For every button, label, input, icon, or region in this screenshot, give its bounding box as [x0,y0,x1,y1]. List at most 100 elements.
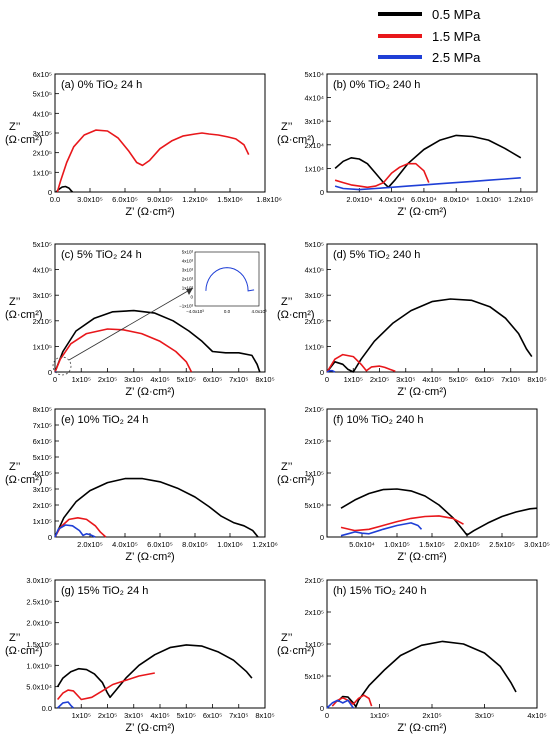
y-tick-label: 1x10⁵ [33,517,52,526]
series-line-b-1 [334,162,430,189]
series-line-c-1 [54,328,193,373]
x-tick-label: 6x10⁵ [203,375,222,384]
panel-title: (f) 10% TiO₂ 240 h [333,414,423,426]
x-tick-label: 1.0x10⁶ [217,540,243,549]
chart-panel-a: 0.0 3.0x10⁵ 6.0x10⁵ 9.0x10⁵ 1.2x10⁶ 1.5x10⁶ 1.… [5,70,282,218]
x-tick-label: 3x10⁵ [475,711,494,720]
y-tick-label: 3x10⁵ [33,129,52,138]
y-tick-label: 2x10⁵ [33,317,52,326]
y-tick-label: 0 [48,533,52,542]
series-line-b-0 [334,134,522,189]
series-line-h-0 [336,640,517,708]
inset-x-tick-label: 0.0 [224,309,231,314]
plot-frame [326,243,538,373]
x-tick-label: 2.0x10⁵ [454,540,480,549]
panel-title: (a) 0% TiO₂ 24 h [61,79,142,91]
x-tick-label: 4.0x10⁴ [379,195,405,204]
y-tick-label: 0 [320,704,324,713]
inset-y-tick-label: 3x10³ [182,268,194,273]
y-tick-label: 3x10⁵ [33,291,52,300]
x-tick-label: 2.0x10⁴ [346,195,372,204]
series-line-a-1 [56,129,250,193]
y-tick-label: 0 [48,368,52,377]
inset-y-tick-label: 4x10³ [182,259,194,264]
x-tick-label: 9.0x10⁵ [147,195,173,204]
x-tick-label: 3.0x10⁵ [77,195,103,204]
x-tick-label: 3x10⁵ [124,375,143,384]
series-line-h-1 [331,694,373,707]
y-tick-label: 2.0x10⁵ [26,619,52,628]
x-tick-label: 3.0x10⁵ [524,540,550,549]
x-tick-label: 0 [53,375,57,384]
x-tick-label: 1.8x10⁶ [256,195,282,204]
x-tick-label: 6.0x10⁴ [411,195,437,204]
y-tick-label: 5x10⁴ [305,672,325,681]
x-tick-label: 8x10⁵ [527,375,546,384]
y-tick-label: 2x10⁵ [33,149,52,158]
y-axis-label: Z’’ (Ω·cm²) [277,296,315,321]
x-tick-label: 2.5x10⁵ [489,540,515,549]
chart-panel-c: 0 1x10⁵ 2x10⁵ 3x10⁵ 4x10⁵ 5x10⁵ 6x10⁵ 7x10⁵ 8x10… [5,240,275,398]
y-tick-label: 6x10⁵ [33,70,52,79]
legend: 0.5 MPa 1.5 MPa 2.5 MPa [378,7,481,65]
x-tick-label: 2x10⁵ [422,711,441,720]
y-tick-label: 2.5x10⁵ [26,597,52,606]
inset-frame [194,251,260,307]
x-tick-label: 6.0x10⁵ [147,540,173,549]
x-tick-label: 5x10⁵ [449,375,468,384]
panels: 0.0 3.0x10⁵ 6.0x10⁵ 9.0x10⁵ 1.2x10⁶ 1.5x10⁶ 1.… [5,70,550,734]
chart-panel-g: 1x10⁵ 2x10⁵ 3x10⁵ 4x10⁵ 5x10⁵ 6x10⁵ 7x10⁵ 8x10⁵… [5,576,275,734]
legend-entry-2: 2.5 MPa [378,50,481,65]
panel-title: (e) 10% TiO₂ 24 h [61,414,148,426]
y-tick-label: 1.0x10⁵ [26,661,52,670]
series-line-d-2 [326,369,336,373]
chart-panel-f: 5.0x10⁴ 1.0x10⁵ 1.5x10⁵ 2.0x10⁵ 2.5x10⁵ 3.0x1… [277,405,550,563]
chart-panel-d: 0 1x10⁵ 2x10⁵ 3x10⁵ 4x10⁵ 5x10⁵ 6x10⁵ 7x10⁵ 8x10… [277,240,547,398]
plot-frame [54,408,266,538]
x-tick-label: 2x10⁵ [98,711,117,720]
y-tick-label: 1x10⁵ [305,342,324,351]
x-tick-label: 1.5x10⁶ [217,195,243,204]
x-axis-label: Z’ (Ω·cm²) [125,722,174,734]
x-tick-label: 1.0x10⁵ [384,540,410,549]
plot-frame [326,408,538,538]
y-tick-label: 3x10⁵ [305,291,324,300]
y-axis-label: Z’’ (Ω·cm²) [277,632,315,657]
series-line-g-0 [56,644,253,699]
x-tick-label: 1x10⁵ [72,711,91,720]
x-tick-label: 4x10⁵ [527,711,546,720]
x-axis-label: Z’ (Ω·cm²) [125,206,174,218]
y-tick-label: 0 [320,368,324,377]
y-axis-label: Z’’ (Ω·cm²) [5,296,43,321]
x-tick-label: 6.0x10⁵ [112,195,138,204]
x-tick-label: 2.0x10⁵ [77,540,103,549]
x-tick-label: 8x10⁵ [255,375,274,384]
x-tick-label: 1.2x10⁶ [252,540,278,549]
inset-series-line [205,267,255,292]
x-axis-label: Z’ (Ω·cm²) [397,206,446,218]
y-tick-label: 5x10⁵ [33,90,52,99]
series-line-g-2 [57,701,74,709]
y-tick-label: 8x10⁵ [33,405,52,414]
x-tick-label: 4x10⁵ [150,711,169,720]
chart-panel-h: 0 1x10⁵ 2x10⁵ 3x10⁵ 4x10⁵ 0 5x10⁴ 1x10⁵ 2x10⁵ 2x1… [277,576,547,734]
y-tick-label: 1.5x10⁵ [26,640,52,649]
y-tick-label: 4x10⁵ [305,266,324,275]
inset-x-tick-label: −4.0x10³ [186,309,204,314]
y-tick-label: 4x10⁴ [305,94,325,103]
y-tick-label: 2x10⁵ [305,437,324,446]
series-line-e-0 [54,477,259,538]
y-tick-label: 5x10⁵ [33,240,52,249]
x-axis-label: Z’ (Ω·cm²) [397,722,446,734]
x-tick-label: 7x10⁵ [229,375,248,384]
series-line-f-2 [340,522,423,537]
x-tick-label: 1.5x10⁵ [419,540,445,549]
series-line-g-1 [56,672,155,701]
x-tick-label: 1x10⁵ [370,711,389,720]
y-tick-label: 5x10⁵ [305,240,324,249]
x-tick-label: 5.0x10⁴ [349,540,375,549]
y-tick-label: 3.0x10⁵ [26,576,52,585]
plot-frame [54,579,266,709]
y-tick-label: 1x10⁵ [305,469,324,478]
